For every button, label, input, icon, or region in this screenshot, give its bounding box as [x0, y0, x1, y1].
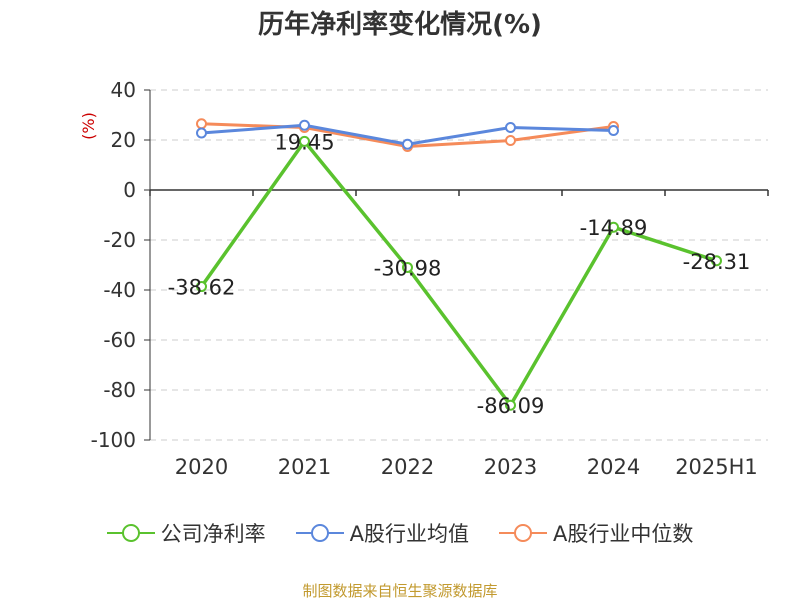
y-tick-label: -100: [91, 428, 136, 452]
legend-item[interactable]: 公司净利率: [106, 518, 266, 548]
y-tick-label: -80: [103, 378, 136, 402]
data-point: [608, 125, 619, 136]
legend-marker-icon: [499, 523, 547, 543]
legend-item[interactable]: A股行业均值: [295, 518, 469, 548]
data-labels: -38.62 19.45 -30.98 -86.09 -14.89 -28.31: [168, 130, 751, 418]
data-label: -86.09: [477, 394, 545, 418]
data-point: [196, 127, 207, 139]
data-point: [196, 118, 207, 130]
x-tick-label: 2021: [278, 455, 331, 479]
y-tick-label: -40: [103, 278, 136, 302]
y-tick-label: 0: [123, 178, 136, 202]
legend-label: 公司净利率: [160, 522, 266, 546]
legend-marker-icon: [295, 523, 344, 543]
y-tick-label: -60: [103, 328, 136, 352]
y-tick-label: 20: [111, 128, 136, 152]
y-tick-label: 40: [111, 78, 136, 102]
legend-item[interactable]: A股行业中位数: [499, 518, 693, 548]
series-line-0: [200, 139, 718, 407]
legend-marker-icon: [106, 523, 155, 543]
data-label: -30.98: [374, 256, 442, 280]
chart-title: 历年净利率变化情况(%): [258, 10, 542, 40]
x-tick-label: 2020: [175, 455, 228, 479]
data-point: [711, 255, 722, 267]
axes: 40 20 0 -20 -40 -60 -80 -100 2020 2021 2022 2023 202…: [79, 78, 769, 479]
legend-label: A股行业中位数: [553, 522, 694, 546]
series: [196, 118, 722, 411]
data-label: -14.89: [580, 216, 648, 240]
x-tick-label: 2024: [587, 455, 640, 479]
data-point: [402, 138, 413, 150]
legend: 公司净利率 A股行业均值 A股行业中位数: [0, 518, 800, 548]
data-point: [299, 119, 310, 131]
data-point: [505, 122, 516, 133]
data-label: -38.62: [168, 276, 236, 300]
data-label: -28.31: [683, 250, 751, 274]
gridlines: [150, 89, 768, 441]
y-axis-label: (%): [79, 112, 98, 140]
data-point: [505, 399, 516, 411]
data-point: [299, 135, 310, 147]
legend-label: A股行业均值: [349, 522, 469, 546]
data-label: 19.45: [274, 130, 334, 154]
y-tick-label: -20: [103, 228, 136, 252]
data-point: [402, 261, 413, 273]
x-tick-label: 2023: [484, 455, 537, 479]
data-point: [505, 135, 516, 146]
x-tick-label: 2025H1: [675, 455, 758, 479]
source-note: 制图数据来自恒生聚源数据库: [302, 582, 498, 600]
data-point: [196, 281, 207, 293]
data-point: [608, 221, 619, 233]
x-tick-label: 2022: [381, 455, 434, 479]
